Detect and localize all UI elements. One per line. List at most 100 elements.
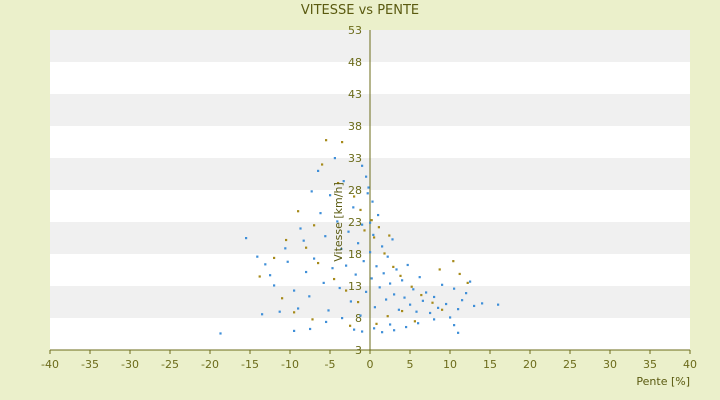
scatter-point [377,226,380,229]
scatter-point [441,283,444,286]
scatter-point [389,323,392,326]
scatter-point [386,255,389,258]
scatter-point [473,304,476,308]
scatter-point [373,327,376,330]
scatter-point [413,320,416,323]
scatter-point [409,303,412,306]
x-tick-label: 10 [443,358,457,371]
y-tick-label: 8 [355,312,362,325]
scatter-point [381,245,384,248]
x-tick-label: -20 [201,358,219,371]
scatter-point [264,263,267,266]
scatter-point [297,210,300,213]
scatter-point [418,276,421,279]
scatter-point [438,268,441,271]
scatter-point [389,282,392,285]
scatter-point [421,299,424,302]
y-tick-label: 23 [348,216,362,229]
scatter-point [417,322,420,325]
scatter-point [410,285,413,288]
scatter-point [433,295,436,299]
scatter-point [281,297,284,300]
scatter-point [219,332,222,335]
scatter-point [392,265,395,268]
scatter-point [420,293,423,297]
scatter-point [345,264,348,267]
scatter-point [373,306,376,309]
scatter-point [381,331,384,334]
scatter-point [261,313,264,316]
scatter-point [342,180,345,183]
scatter-point [365,175,368,178]
scatter-point [383,252,386,255]
x-tick-label: -15 [241,358,259,371]
x-tick-label: -5 [325,358,336,371]
scatter-point [369,221,372,224]
scatter-point [333,157,336,160]
scatter-point [325,139,328,142]
scatter-point [445,302,448,306]
scatter-point [403,296,406,299]
y-tick-label: 38 [348,120,362,133]
scatter-point [311,318,314,321]
scatter-point [341,317,344,320]
scatter-point [310,190,313,193]
scatter-point [388,234,391,237]
x-tick-labels: -40 -35 -30 -25 -20 -15 -10 -5 0 5 10 15 20 25 30 35 40 [41,350,697,371]
scatter-point [458,272,461,276]
scatter-point [457,331,460,334]
scatter-point [367,186,370,189]
data-points [219,139,500,335]
scatter-point [361,330,364,333]
scatter-point [353,195,356,198]
scatter-point [256,255,259,258]
y-tick-label: 18 [348,248,362,261]
scatter-point [305,270,308,274]
scatter-point [309,327,312,331]
scatter-point [313,224,316,227]
scatter-point [362,260,365,263]
scatter-point [352,206,355,209]
scatter-point [299,227,302,230]
scatter-point [349,300,352,303]
scatter-point [412,288,415,291]
scatter-point [481,302,484,305]
scatter-point [293,289,296,292]
scatter-point [401,309,404,313]
scatter-point [349,324,352,327]
scatter-point [369,251,372,254]
scatter-point [357,242,360,245]
scatter-point [375,322,378,325]
scatter-point [449,316,452,319]
scatter-point [354,273,357,276]
scatter-point [405,325,408,329]
scatter-point [293,311,296,314]
y-tick-label: 48 [348,56,362,69]
scatter-point [385,298,388,301]
scatter-point [431,301,434,304]
x-tick-label: -40 [41,358,59,371]
scatter-point [308,295,311,298]
scatter-point [245,237,248,240]
scatter-point [452,260,455,263]
x-tick-label: -35 [81,358,99,371]
x-tick-label: 35 [643,358,657,371]
scatter-point [286,260,289,263]
scatter-point [366,192,369,195]
scatter-point [377,213,380,217]
scatter-point [433,318,436,321]
scatter-point [370,219,373,222]
y-tick-label: 43 [348,88,362,101]
scatter-point [393,329,396,332]
scatter-point [317,169,320,172]
scatter-point [373,236,376,239]
scatter-point [465,292,468,295]
scatter-point [347,230,350,233]
scatter-point [285,238,288,242]
scatter-point [278,310,281,313]
scatter-point [321,163,324,166]
x-tick-label: 40 [683,358,697,371]
scatter-point [365,290,368,293]
scatter-point [393,293,396,296]
